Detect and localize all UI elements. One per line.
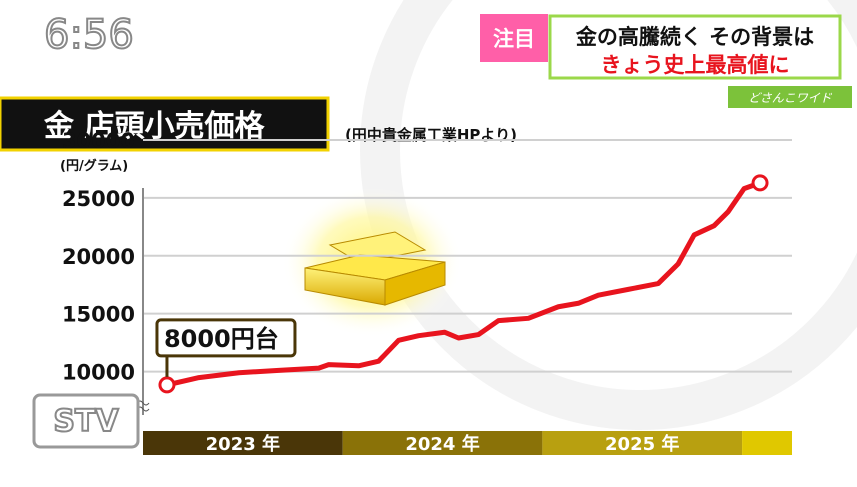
annotation-box	[155, 318, 297, 358]
year-band	[542, 431, 743, 455]
x-tick-label: 2025 年	[605, 433, 679, 455]
year-band	[742, 431, 792, 455]
badge-bg	[480, 14, 548, 62]
program: どさんこワイド	[748, 91, 833, 105]
program-bg	[728, 86, 852, 108]
y-tick-label: 20000	[62, 245, 135, 269]
chart-title: 金 店頭小売価格	[43, 109, 265, 144]
end-marker	[158, 376, 176, 394]
headline-2: きょう史上最高値に	[601, 53, 790, 77]
headline-1: 金の高騰続く その背景は	[575, 25, 814, 49]
chart-subtitle: (田中貴金属工業HPより)	[345, 126, 517, 144]
title-bg	[0, 96, 330, 152]
logo: STV	[53, 404, 119, 439]
badge: 注目	[493, 27, 535, 51]
headline-box	[548, 14, 842, 80]
line	[166, 180, 761, 388]
logo-box	[32, 393, 140, 449]
bg-arc	[360, 0, 857, 430]
x-tick-label: 2024 年	[405, 433, 479, 455]
end-marker	[751, 174, 769, 192]
year-band	[143, 431, 343, 455]
clock: 6:56	[44, 12, 134, 58]
x-tick-label: 2023 年	[206, 433, 280, 455]
y-tick-label: 25000	[62, 187, 135, 211]
y-tick-label: 10000	[62, 361, 135, 385]
year-band	[342, 431, 543, 455]
y-axis-label: (円/グラム)	[60, 158, 128, 174]
y-tick-label: 30000	[62, 129, 135, 153]
y-tick-label: 15000	[62, 303, 135, 327]
gold-bars	[304, 231, 446, 306]
annotation: 8000円台	[164, 325, 279, 353]
